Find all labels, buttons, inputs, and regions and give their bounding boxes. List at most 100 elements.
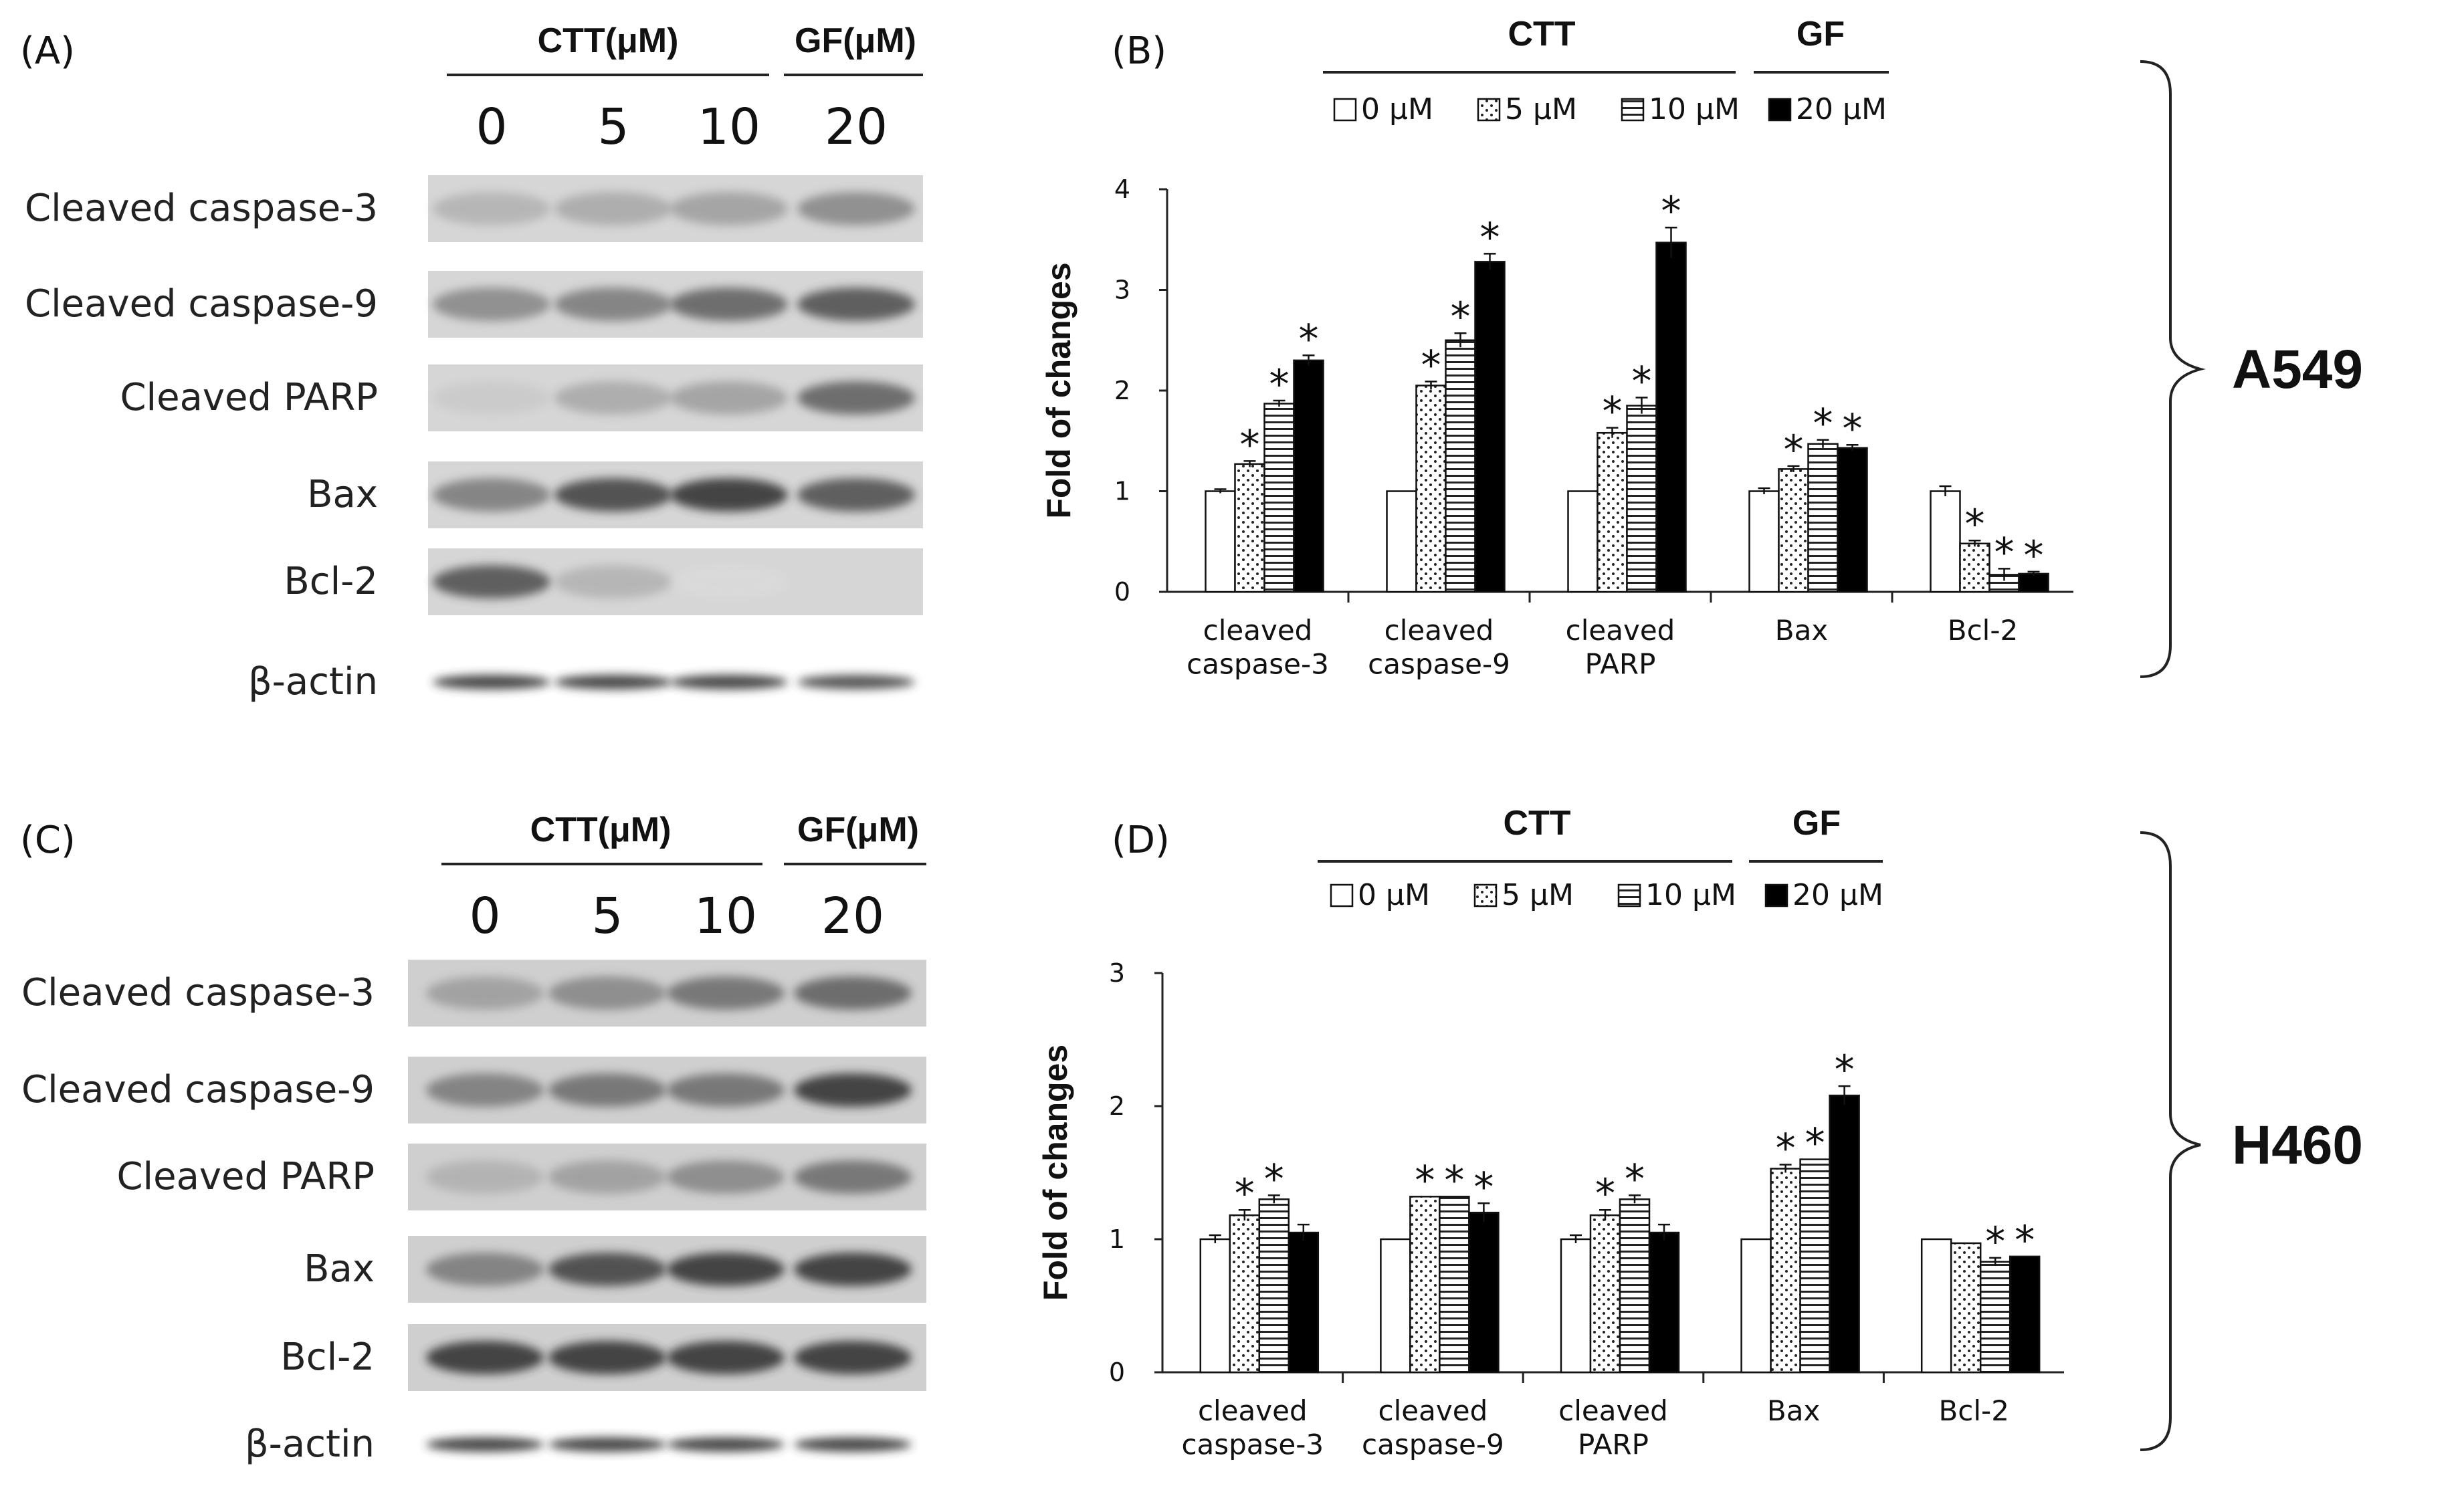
bar	[1959, 542, 1990, 593]
bar	[1837, 447, 1868, 593]
y-tick-label: 3	[1109, 958, 1125, 988]
bar	[1293, 359, 1324, 593]
bar	[1648, 1231, 1680, 1374]
blot-row: Bcl-2	[280, 1324, 926, 1391]
blot-label: Cleaved caspase-9	[25, 282, 378, 326]
lane-label: 5	[591, 887, 623, 945]
blot-label: β-actin	[245, 1422, 375, 1466]
y-tick-label: 0	[1114, 577, 1130, 607]
cell-line-h460: H460	[2232, 1115, 2363, 1176]
panel-label-a: (A)	[20, 29, 75, 73]
blot-band	[667, 1437, 785, 1452]
legend-swatch	[1621, 98, 1645, 122]
lane-label: 10	[698, 98, 760, 156]
brace-a549	[2140, 60, 2206, 678]
bar	[1205, 490, 1236, 593]
blot-row: β-actin	[248, 660, 915, 704]
blot-band	[426, 976, 544, 1010]
y-axis-label: Fold of changes	[1040, 262, 1077, 518]
legend-swatch	[1768, 98, 1792, 122]
y-tick-label: 1	[1114, 477, 1130, 506]
blot-band	[433, 478, 550, 512]
blot-row: Cleaved caspase-9	[25, 271, 923, 338]
category-label: cleaved caspase-9	[1368, 614, 1510, 680]
y-tick-label: 1	[1109, 1224, 1125, 1254]
category-label: Bcl-2	[1948, 614, 2018, 647]
bar	[1386, 490, 1417, 593]
blot-row: Bcl-2	[284, 548, 923, 615]
blot-label: Cleaved caspase-9	[21, 1068, 375, 1111]
panel-label-b: (B)	[1112, 29, 1166, 73]
legend-swatch	[1477, 98, 1501, 122]
y-tick-label: 0	[1109, 1358, 1125, 1387]
significance-marker: *	[1632, 358, 1652, 405]
legend-label: 0 μM	[1361, 92, 1433, 126]
significance-marker: *	[1994, 529, 2015, 576]
blot-label: Bcl-2	[280, 1335, 375, 1379]
blot-label: Cleaved PARP	[116, 1155, 375, 1198]
blot-band	[797, 381, 915, 415]
bar	[1740, 1238, 1772, 1374]
bar	[1415, 385, 1447, 593]
blot-label: Bax	[304, 1247, 375, 1291]
blot-row: Cleaved PARP	[120, 364, 923, 431]
blot-band	[548, 1073, 666, 1107]
chart-panel-d: (D) CTT GF 0 μM 5 μM 10 μM 20 μM 0 1 2 3 Fold o…	[1037, 804, 2064, 1461]
bar	[1589, 1214, 1621, 1374]
legend-label: 5 μM	[1502, 878, 1574, 912]
significance-marker: *	[1444, 1157, 1464, 1204]
significance-marker: *	[1625, 1156, 1645, 1202]
bar	[1199, 1238, 1231, 1374]
blot-strips-c: Cleaved caspase-3 Cleaved caspase-9 Cleave…	[21, 960, 926, 1466]
legend-label: 10 μM	[1645, 878, 1736, 912]
ctt-header-c: CTT(μM)	[530, 811, 672, 849]
panel-label-c: (C)	[20, 819, 76, 862]
blot-band	[554, 565, 672, 599]
bar	[1770, 1168, 1801, 1374]
panel-label-d: (D)	[1112, 819, 1170, 862]
legend-label: 20 μM	[1792, 878, 1883, 912]
legend-label: 5 μM	[1505, 92, 1577, 126]
blot-band	[670, 288, 788, 321]
category-label: cleaved PARP	[1558, 1394, 1668, 1461]
significance-marker: *	[1480, 214, 1500, 261]
lane-labels-c: 0 5 10 20	[469, 887, 884, 945]
category-label: Bax	[1775, 614, 1828, 647]
blot-band	[670, 192, 788, 225]
bar	[1258, 1198, 1290, 1374]
blot-band	[548, 1341, 666, 1374]
significance-marker: *	[1299, 316, 1319, 362]
significance-marker: *	[1269, 361, 1290, 408]
significance-marker: *	[1805, 1120, 1825, 1167]
blot-band	[433, 192, 550, 225]
legend-swatch	[1764, 883, 1788, 907]
bar	[2009, 1255, 2041, 1374]
significance-marker: *	[1415, 1157, 1435, 1204]
lane-label: 0	[476, 98, 507, 156]
blot-band	[797, 675, 915, 689]
blot-row: Cleaved caspase-3	[21, 960, 926, 1027]
category-label: Bax	[1767, 1394, 1820, 1427]
blot-row: Bax	[307, 461, 923, 528]
bar	[1619, 1198, 1651, 1374]
blot-row: β-actin	[245, 1422, 912, 1466]
blot-band	[667, 1160, 785, 1194]
y-tick-label: 4	[1114, 175, 1130, 204]
ctt-group-d: CTT	[1503, 804, 1570, 843]
legend-label: 20 μM	[1796, 92, 1887, 126]
lane-label: 5	[597, 98, 629, 156]
blot-band	[548, 1253, 666, 1286]
blot-band	[797, 192, 915, 225]
blot-panel-c: (C) CTT(μM) GF(μM) 0 5 10 20 Cleaved caspas…	[20, 811, 926, 1466]
blot-band	[548, 976, 666, 1010]
blot-band	[554, 478, 672, 512]
significance-marker: *	[1473, 1164, 1494, 1210]
bar	[1979, 1261, 2011, 1374]
blot-band	[670, 565, 788, 599]
blot-panel-a: (A) CTT(μM) GF(μM) 0 5 10 20 Cleaved caspas…	[20, 21, 923, 704]
bar	[1807, 443, 1839, 593]
blot-band	[554, 192, 672, 225]
blot-band	[794, 1437, 912, 1452]
